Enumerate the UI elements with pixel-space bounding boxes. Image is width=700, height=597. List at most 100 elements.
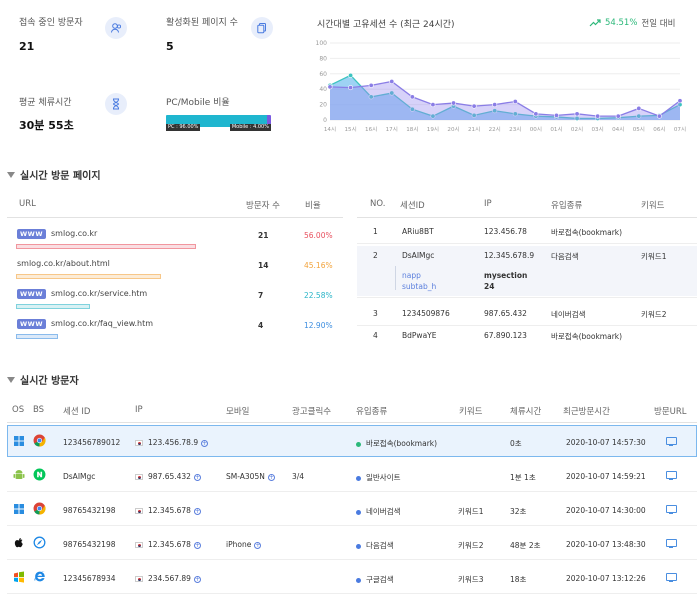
series-point <box>368 82 374 88</box>
session-row-keyword: 키워드2 <box>641 310 667 319</box>
pages-header-url: URL <box>19 199 36 209</box>
visitor-ip-text: 987.65.432 <box>148 472 191 481</box>
series-point <box>492 108 498 114</box>
session-row-id[interactable]: 1234509876 <box>402 309 450 318</box>
session-row-ip: 123.456.78 <box>484 227 527 236</box>
source-dot-icon <box>356 475 361 481</box>
series-point <box>430 102 436 108</box>
page-row-bar <box>16 274 161 279</box>
x-tick-label: 00시 <box>530 126 542 133</box>
visitors-header-url: 방문URL <box>654 407 687 417</box>
page-url-text: smlog.co.kr/faq_view.htm <box>51 319 154 328</box>
page-row-url[interactable]: WWW smlog.co.kr <box>17 229 97 239</box>
collapse-triangle-icon[interactable] <box>7 376 15 383</box>
pages-title-text: 실시간 방문 페이지 <box>20 171 101 182</box>
plus-circle-icon[interactable]: + <box>193 541 201 549</box>
visitor-row-session[interactable]: 123456789012 <box>63 438 121 447</box>
x-tick-label: 01시 <box>550 126 562 133</box>
x-tick-label: 22시 <box>489 126 501 133</box>
chrome-icon <box>33 502 46 515</box>
visitor-row-mobile: iPhone + <box>226 540 262 549</box>
page-url-text: smlog.co.kr/service.htm <box>51 289 148 298</box>
session-row-divider <box>357 297 697 298</box>
page-row-url[interactable]: WWW smlog.co.kr/service.htm <box>17 289 147 299</box>
session-row-ip: 67.890.123 <box>484 331 527 340</box>
windows-icon <box>14 436 24 446</box>
plus-circle-icon[interactable]: + <box>193 575 201 583</box>
session-row-id[interactable]: DsAIMgc <box>402 251 435 260</box>
visitors-section-title: 실시간 방문자 <box>7 372 79 387</box>
session-row-id[interactable]: ARiu8BT <box>402 227 434 236</box>
visitor-row-session[interactable]: 98765432198 <box>63 506 116 515</box>
visitor-row-session[interactable]: 12345678934 <box>63 574 116 583</box>
collapse-triangle-icon[interactable] <box>7 171 15 178</box>
visitor-row-ip: 123.456.78.9 + <box>135 438 209 447</box>
series-point <box>409 94 415 100</box>
page-row-visitors: 7 <box>258 291 264 300</box>
kr-flag-icon <box>135 542 143 548</box>
source-dot-icon <box>356 509 361 515</box>
x-tick-label: 16시 <box>365 126 377 133</box>
visitor-row-highlight <box>7 425 697 457</box>
monitor-icon[interactable] <box>666 505 677 514</box>
series-point <box>512 111 518 117</box>
series-point <box>595 113 601 119</box>
session-row-no: 2 <box>373 251 378 260</box>
visitor-row-last: 2020-10-07 14:30:00 <box>566 506 646 515</box>
device-ratio-bar: PC : 96.00% Mobile : 4.00% <box>166 115 271 132</box>
sessions-chart: 100 80 60 40 20 0 14시 15시 16시 17시 18시 19시 20시 21시 22시 2… <box>316 40 687 133</box>
series-point <box>430 113 436 119</box>
pages-icon <box>251 17 273 39</box>
series-point <box>533 111 539 117</box>
monitor-icon[interactable] <box>666 471 677 480</box>
session-row-id[interactable]: BdPwaYE <box>402 331 437 340</box>
page-row-url[interactable]: smlog.co.kr/about.html <box>17 259 110 268</box>
session-row-keyword: 키워드1 <box>641 252 667 261</box>
series-point <box>348 85 354 91</box>
plus-circle-icon[interactable]: + <box>254 541 262 549</box>
series-point <box>656 113 662 119</box>
monitor-icon[interactable] <box>666 437 677 446</box>
series-point <box>409 106 415 112</box>
page-row-url[interactable]: WWW smlog.co.kr/faq_view.htm <box>17 319 153 329</box>
series-point <box>471 112 477 118</box>
series-point <box>327 84 333 90</box>
source-dot-icon <box>356 441 361 447</box>
visitors-header-source: 유입종류 <box>356 407 388 417</box>
visitor-row-session[interactable]: DsAIMgc <box>63 472 96 481</box>
plus-circle-icon[interactable]: + <box>201 439 209 447</box>
visitor-row-session[interactable]: 98765432198 <box>63 540 116 549</box>
visitor-row-keyword: 키워드3 <box>458 575 484 584</box>
series-point <box>471 103 477 109</box>
visitor-row-ip: 12.345.678 + <box>135 506 201 515</box>
monitor-icon[interactable] <box>666 573 677 582</box>
session-row-no: 3 <box>373 309 378 318</box>
plus-circle-icon[interactable]: + <box>193 473 201 481</box>
plus-circle-icon[interactable]: + <box>193 507 201 515</box>
visitor-row-divider <box>7 593 697 594</box>
pc-ratio: PC : 96.00% <box>166 124 201 131</box>
visitor-row-stay: 1분 1초 <box>510 473 536 482</box>
monitor-icon[interactable] <box>666 539 677 548</box>
visitor-row-source: 네이버검색 <box>356 506 401 517</box>
chart-title: 시간대별 고유세션 수 (최근 24시간) <box>317 20 455 30</box>
visitors-header-last: 최근방문시간 <box>563 407 610 417</box>
sub-divider <box>395 266 396 290</box>
visitor-row-stay: 32초 <box>510 507 527 516</box>
android-icon <box>13 470 25 479</box>
session-row-no: 1 <box>373 227 378 236</box>
trend-up-icon <box>589 19 601 27</box>
kr-flag-icon <box>135 508 143 514</box>
visitor-row-last: 2020-10-07 13:12:26 <box>566 574 646 583</box>
visitors-header-divider <box>7 422 697 423</box>
visitor-ip-text: 234.567.89 <box>148 574 191 583</box>
visitors-header-ad: 광고클릭수 <box>292 407 332 417</box>
visitor-row-source: 구글검색 <box>356 574 394 585</box>
www-badge: WWW <box>17 319 47 329</box>
y-tick-label: 0 <box>323 117 327 124</box>
plus-circle-icon[interactable]: + <box>267 473 275 481</box>
visitor-row-ad: 3/4 <box>292 472 305 481</box>
series-point <box>451 100 457 106</box>
session-row-source: 네이버검색 <box>551 310 586 319</box>
page-row-bar <box>16 334 58 339</box>
